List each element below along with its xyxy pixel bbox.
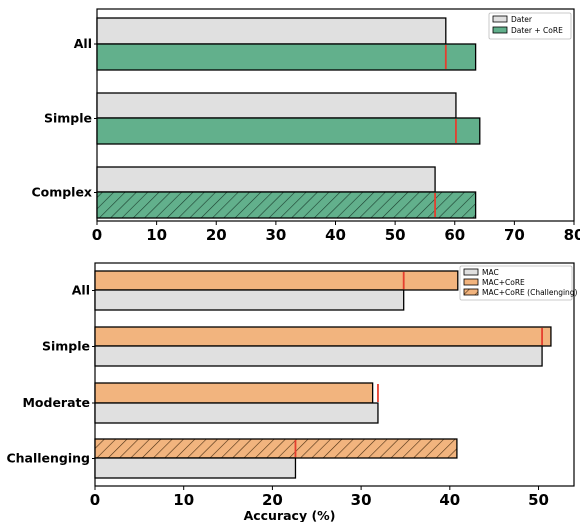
chart-panel-top: 0 10 20 30 40 50 60 70 80 All Simple Complex Dater Da…	[31, 9, 580, 244]
x-tick-label: 30	[265, 226, 286, 244]
legend-swatch-mac-core-challenging	[464, 289, 478, 295]
legend-swatch-dater-core	[493, 27, 507, 33]
category-label-simple: Simple	[42, 339, 90, 354]
bar-dater-simple	[97, 93, 456, 118]
x-axis-title: Accuracy (%)	[244, 508, 336, 522]
category-label-all: All	[72, 283, 90, 298]
bar-mac-core-simple	[95, 327, 551, 346]
x-tick-label: 40	[325, 226, 346, 244]
legend-swatch-dater	[493, 16, 507, 22]
bar-mac-simple	[95, 346, 542, 366]
x-tick-label: 10	[173, 491, 194, 509]
chart-panel-bottom: 0 10 20 30 40 50 All Simple Moderate Challenging M…	[6, 263, 577, 522]
legend-label-dater-core: Dater + CoRE	[511, 26, 563, 35]
x-tick-label: 20	[206, 226, 227, 244]
x-tick-label: 50	[528, 491, 549, 509]
bar-dater-core-all	[97, 44, 476, 70]
bar-mac-challenging	[95, 458, 295, 478]
x-tick-label: 0	[90, 491, 100, 509]
bar-mac-core-moderate	[95, 383, 373, 403]
bar-dater-core-simple	[97, 118, 480, 144]
legend-label-dater: Dater	[511, 15, 533, 24]
category-label-all: All	[74, 36, 92, 51]
bar-dater-complex	[97, 167, 435, 192]
bar-mac-moderate	[95, 403, 378, 423]
x-tick-label: 60	[444, 226, 465, 244]
legend-swatch-mac-core	[464, 279, 478, 285]
legend-label-mac-core: MAC+CoRE	[482, 278, 525, 287]
x-tick-label: 50	[385, 226, 406, 244]
bar-mac-all	[95, 290, 404, 310]
legend-label-mac-core-challenging: MAC+CoRE (Challenging)	[482, 288, 578, 297]
x-tick-label: 80	[564, 226, 580, 244]
x-tick-label: 10	[146, 226, 167, 244]
x-tick-label: 30	[351, 491, 372, 509]
x-tick-label: 20	[262, 491, 283, 509]
category-label-challenging: Challenging	[6, 451, 90, 466]
x-tick-label: 0	[92, 226, 102, 244]
category-label-moderate: Moderate	[22, 395, 90, 410]
bar-dater-core-complex	[97, 192, 476, 218]
bar-dater-all	[97, 18, 446, 44]
legend-swatch-mac	[464, 269, 478, 275]
legend-label-mac: MAC	[482, 268, 499, 277]
bar-mac-core-challenging-challenging	[95, 439, 457, 458]
x-tick-label: 40	[439, 491, 460, 509]
x-tick-label: 70	[504, 226, 525, 244]
category-label-complex: Complex	[31, 185, 92, 200]
category-label-simple: Simple	[44, 111, 92, 126]
